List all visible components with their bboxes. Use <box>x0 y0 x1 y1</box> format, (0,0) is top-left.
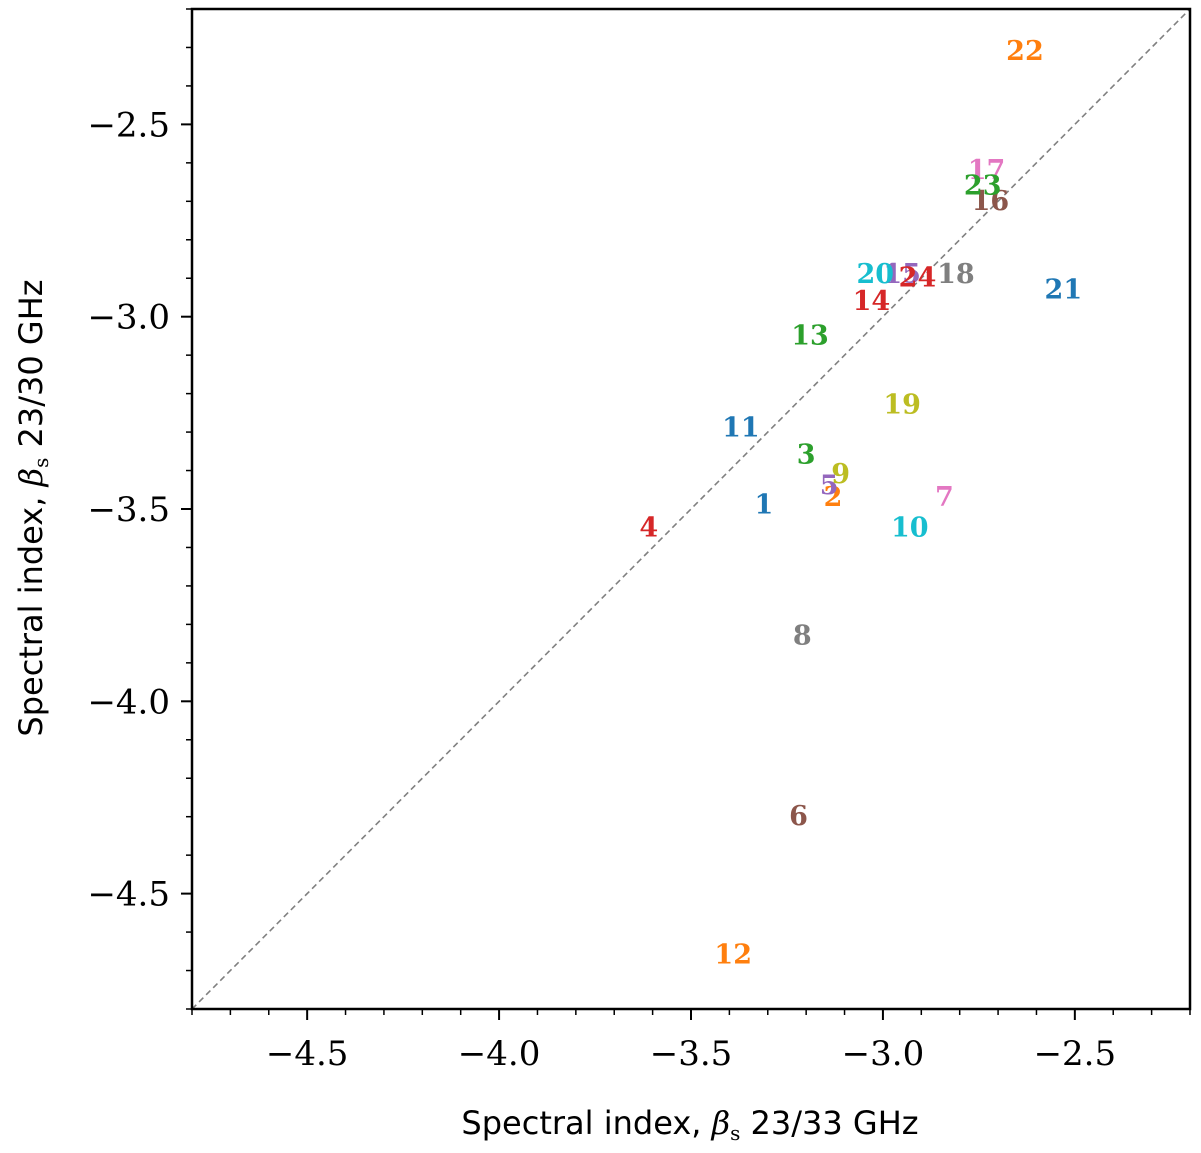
data-point-19: 19 <box>883 390 921 421</box>
x-tick-label: −2.5 <box>1034 1034 1117 1074</box>
data-point-21: 21 <box>1045 274 1083 305</box>
data-point-5: 5 <box>820 470 839 501</box>
data-point-1: 1 <box>755 490 774 521</box>
x-tick-label: −3.5 <box>650 1034 733 1074</box>
data-point-12: 12 <box>714 940 752 971</box>
data-point-6: 6 <box>789 801 808 832</box>
data-point-18: 18 <box>937 259 975 290</box>
y-tick-label: −3.0 <box>87 298 170 338</box>
identity-reference-line <box>191 8 1191 1010</box>
y-axis-title: Spectral index, βs 23/30 GHz <box>12 279 53 736</box>
axis-tick-labels: −4.5 −4.0 −3.5 −3.0 −2.5 −2.5 −3.0 −3.5 −4.0 −4.5 <box>87 105 1116 1074</box>
data-point-24: 24 <box>899 263 937 294</box>
data-point-9: 9 <box>831 459 850 490</box>
data-point-16: 16 <box>972 186 1010 217</box>
data-point-17: 17 <box>968 155 1006 186</box>
data-point-8: 8 <box>793 620 812 651</box>
data-point-22: 22 <box>1006 36 1044 67</box>
data-point-2: 2 <box>824 482 843 513</box>
plot-frame <box>190 7 1192 1011</box>
x-tick-label: −4.0 <box>458 1034 541 1074</box>
x-tick-label: −3.0 <box>842 1034 925 1074</box>
y-tick-label: −2.5 <box>87 105 170 145</box>
data-point-4: 4 <box>639 513 658 544</box>
data-point-15: 15 <box>883 259 921 290</box>
data-point-10: 10 <box>891 513 929 544</box>
x-axis-title: Spectral index, βs 23/33 GHz <box>461 1104 918 1145</box>
data-point-14: 14 <box>853 286 891 317</box>
data-point-3: 3 <box>797 440 816 471</box>
data-point-13: 13 <box>791 320 829 351</box>
y-tick-label: −3.5 <box>87 490 170 530</box>
data-point-11: 11 <box>722 413 760 444</box>
x-tick-label: −4.5 <box>266 1034 349 1074</box>
data-point-7: 7 <box>935 482 954 513</box>
y-tick-label: −4.5 <box>87 875 170 915</box>
data-point-23: 23 <box>964 170 1002 201</box>
y-tick-label: −4.0 <box>87 682 170 722</box>
data-point-20: 20 <box>856 259 894 290</box>
